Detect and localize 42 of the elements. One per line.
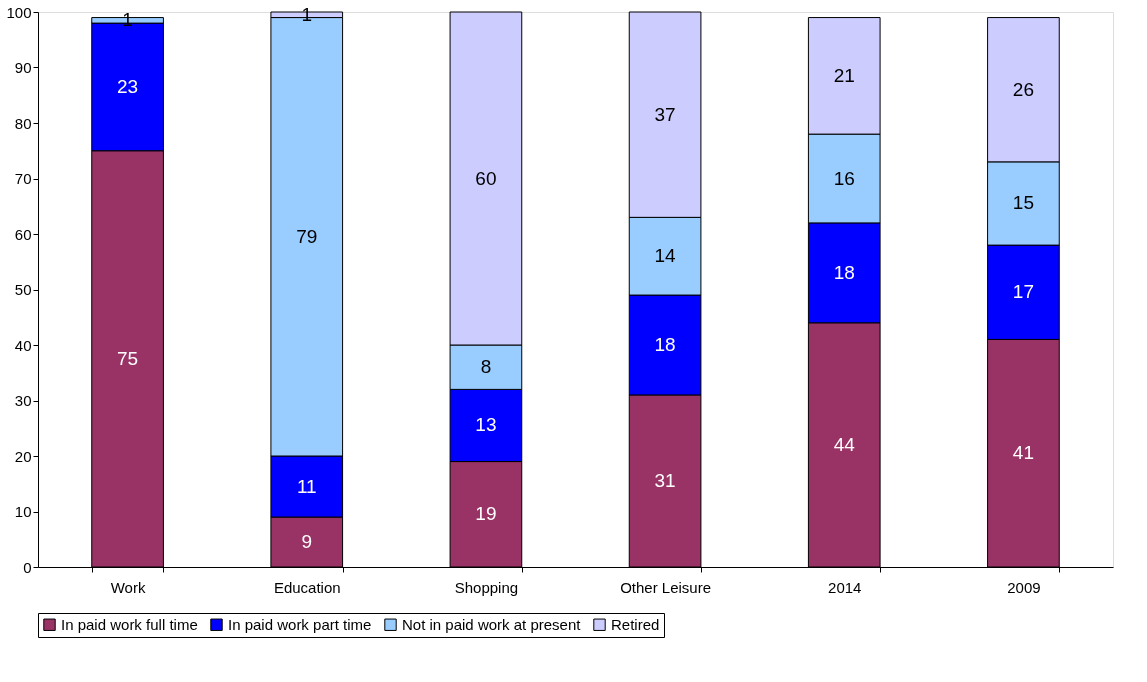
y-tick-label: 20 — [14, 447, 32, 465]
data-label: 26 — [1012, 78, 1034, 100]
legend-label: Retired — [611, 615, 660, 633]
y-tick-label: 60 — [14, 225, 32, 243]
y-tick-label: 10 — [14, 503, 32, 520]
data-label: 18 — [654, 334, 676, 355]
data-label: 9 — [301, 531, 313, 553]
y-tick-label: 0 — [23, 558, 32, 576]
data-label: 15 — [1012, 192, 1034, 214]
y-tick-label: 100 — [6, 3, 32, 21]
x-tick-label: Shopping — [454, 578, 519, 596]
y-tick-label: 30 — [14, 392, 32, 409]
x-tick-label: Education — [273, 578, 341, 596]
legend-label: In paid work part time — [228, 615, 372, 633]
data-label: 37 — [654, 103, 676, 125]
x-tick-label: Other Leisure — [620, 578, 712, 596]
data-label: 75 — [117, 347, 139, 369]
data-label: 14 — [654, 245, 677, 267]
data-label: 11 — [296, 475, 317, 497]
x-tick-label: Work — [110, 578, 146, 596]
data-label: 23 — [117, 75, 139, 97]
y-tick-label: 50 — [14, 281, 32, 298]
data-label: 13 — [475, 414, 497, 436]
y-tick-label: 70 — [14, 170, 32, 187]
y-tick-label: 90 — [14, 59, 32, 76]
y-tick-label: 40 — [14, 336, 32, 354]
data-label: 21 — [833, 64, 855, 86]
y-tick-label: 80 — [14, 114, 32, 132]
data-label: 19 — [475, 503, 497, 525]
data-label: 8 — [480, 356, 492, 378]
data-label: 16 — [833, 167, 855, 189]
legend-label: In paid work full time — [61, 615, 198, 633]
data-label: 60 — [475, 167, 497, 189]
legend-label: Not in paid work at present — [402, 615, 582, 633]
data-label: 17 — [1012, 281, 1034, 303]
data-label: 44 — [833, 433, 856, 455]
data-label: 18 — [833, 261, 855, 283]
data-label: 79 — [296, 225, 318, 247]
x-tick-label: 2009 — [1007, 578, 1041, 596]
data-label: 41 — [1012, 442, 1034, 464]
data-label: 31 — [654, 469, 676, 491]
x-tick-label: 2014 — [828, 578, 862, 596]
